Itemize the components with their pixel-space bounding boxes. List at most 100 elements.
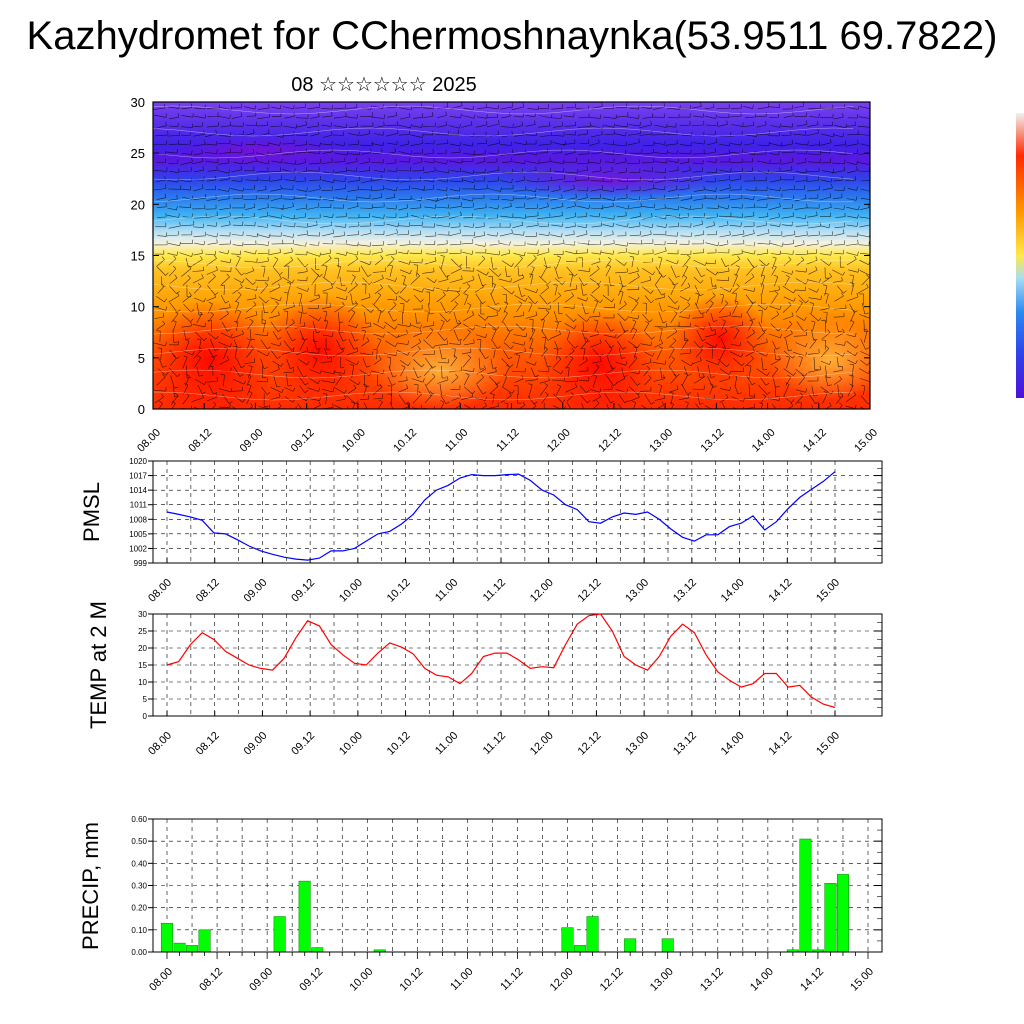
x-tick-label: 11.12 xyxy=(498,966,525,993)
pmsl-grid xyxy=(153,461,882,563)
x-tick-label: 10.00 xyxy=(337,730,365,758)
y-tick-label: 0.60 xyxy=(131,815,147,824)
section-warm-core xyxy=(153,300,280,409)
x-tick-label: 15.00 xyxy=(814,577,842,605)
x-tick-label: 12.00 xyxy=(528,730,556,758)
section-x-tick-label: 10.00 xyxy=(340,427,368,455)
precip-y-axis-label: PRECIP, mm xyxy=(78,822,103,950)
y-tick-label: 10 xyxy=(138,678,147,687)
section-x-tick-label: 12.12 xyxy=(596,427,624,455)
section-y-tick-label: 5 xyxy=(138,351,145,366)
x-tick-label: 09.00 xyxy=(242,730,270,758)
x-tick-label: 13.12 xyxy=(671,577,699,605)
precip-bar xyxy=(624,938,637,953)
x-tick-label: 12.12 xyxy=(598,966,626,994)
precip-bar xyxy=(186,945,199,953)
precip-bar xyxy=(311,947,324,953)
x-tick-label: 13.12 xyxy=(671,730,699,758)
x-tick-label: 09.12 xyxy=(297,966,325,994)
section-y-tick-label: 20 xyxy=(131,197,145,212)
colorbar-strip xyxy=(1016,113,1024,398)
precip-bar xyxy=(198,929,211,953)
x-tick-label: 08.12 xyxy=(194,730,222,758)
x-tick-label: 09.00 xyxy=(247,966,275,994)
section-y-tick-label: 10 xyxy=(131,300,145,315)
section-y-tick-label: 0 xyxy=(138,402,145,417)
x-tick-label: 11.00 xyxy=(448,966,475,993)
x-tick-label: 14.12 xyxy=(766,730,794,758)
section-y-tick-label: 25 xyxy=(131,146,145,161)
precip-bar xyxy=(586,916,599,953)
temp-series-line xyxy=(166,613,836,709)
temp-axes: 0 5 10 15 20 25 30 08.00 08.12 09.00 09.12 10.00 10.… xyxy=(138,610,882,758)
temp-panel: 0 5 10 15 20 25 30 08.00 08.12 09.00 09.12 10.00 10.… xyxy=(86,601,883,758)
section-cool-patch xyxy=(770,320,870,400)
section-x-tick-label: 09.00 xyxy=(238,427,266,455)
precip-bar xyxy=(799,838,812,953)
section-warm-core xyxy=(260,295,380,405)
x-tick-label: 14.00 xyxy=(719,577,747,605)
precip-bar xyxy=(574,945,587,953)
x-tick-label: 10.12 xyxy=(398,966,426,994)
section-x-tick-label: 10.12 xyxy=(391,427,419,455)
section-x-tick-label: 11.00 xyxy=(443,427,470,454)
section-y-axis: 0 5 10 15 20 25 30 xyxy=(131,95,870,417)
x-tick-label: 11.12 xyxy=(481,730,508,757)
x-tick-label: 10.00 xyxy=(337,577,365,605)
pmsl-series-line xyxy=(166,471,836,561)
pmsl-panel: 999 1002 1005 1008 1011 1014 1017 1020 08.00 08.1… xyxy=(79,457,883,605)
wind-barb-lines xyxy=(153,102,870,409)
wind-barbs-overlay xyxy=(153,102,870,409)
section-x-tick-label: 08.12 xyxy=(186,427,214,455)
section-x-tick-label: 13.12 xyxy=(699,427,727,455)
x-tick-label: 10.12 xyxy=(385,730,413,758)
x-tick-label: 09.12 xyxy=(289,577,317,605)
x-tick-label: 15.00 xyxy=(814,730,842,758)
height-time-section-panel: 0 5 10 15 20 25 30 08.00 08.12 09.00 09.12 10.00 10… xyxy=(131,95,881,455)
x-tick-label: 11.12 xyxy=(481,577,508,604)
streamline-lines xyxy=(153,105,854,401)
y-tick-label: 1005 xyxy=(129,530,147,539)
x-tick-label: 11.00 xyxy=(433,577,460,604)
x-tick-label: 11.00 xyxy=(433,730,460,757)
temp-y-axis-label: TEMP at 2 M xyxy=(86,601,111,729)
x-tick-label: 13.00 xyxy=(648,966,676,994)
y-tick-label: 999 xyxy=(134,559,148,568)
pmsl-axes: 999 1002 1005 1008 1011 1014 1017 1020 08.00 08.1… xyxy=(129,457,882,605)
y-tick-label: 1008 xyxy=(129,515,147,524)
y-tick-label: 5 xyxy=(143,695,148,704)
x-tick-label: 12.12 xyxy=(576,730,604,758)
x-tick-label: 13.12 xyxy=(698,966,726,994)
y-tick-label: 0.00 xyxy=(131,948,147,957)
y-tick-label: 20 xyxy=(138,644,147,653)
x-tick-label: 14.00 xyxy=(719,730,747,758)
y-tick-label: 25 xyxy=(138,627,147,636)
y-tick-label: 0.50 xyxy=(131,837,147,846)
x-tick-label: 08.00 xyxy=(146,577,174,605)
pmsl-y-axis-label: PMSL xyxy=(79,482,104,542)
precip-bar xyxy=(836,874,849,953)
y-tick-label: 0 xyxy=(143,712,148,721)
x-tick-label: 10.12 xyxy=(385,577,413,605)
section-x-tick-label: 12.00 xyxy=(545,427,573,455)
section-warm-core xyxy=(540,310,660,409)
temp-grid xyxy=(153,614,882,716)
x-tick-label: 12.12 xyxy=(576,577,604,605)
x-tick-label: 09.12 xyxy=(289,730,317,758)
section-violet-patch xyxy=(500,162,720,198)
section-x-tick-label: 13.00 xyxy=(647,427,675,455)
section-x-axis: 08.00 08.12 09.00 09.12 10.00 10.12 11.00 11.12… xyxy=(135,403,880,455)
y-tick-label: 1017 xyxy=(129,472,147,481)
y-tick-label: 0.30 xyxy=(131,882,147,891)
section-y-tick-label: 15 xyxy=(131,249,145,264)
section-cool-patch xyxy=(370,330,510,409)
x-tick-label: 12.00 xyxy=(548,966,576,994)
section-x-tick-label: 15.00 xyxy=(852,427,880,455)
section-x-tick-label: 14.12 xyxy=(801,427,829,455)
x-tick-label: 14.12 xyxy=(798,966,826,994)
precip-bar xyxy=(298,880,311,953)
x-tick-label: 15.00 xyxy=(848,966,876,994)
chart-title: Kazhydromet for CChermoshnaynka(53.9511 … xyxy=(26,14,998,58)
y-tick-label: 1011 xyxy=(130,501,148,510)
